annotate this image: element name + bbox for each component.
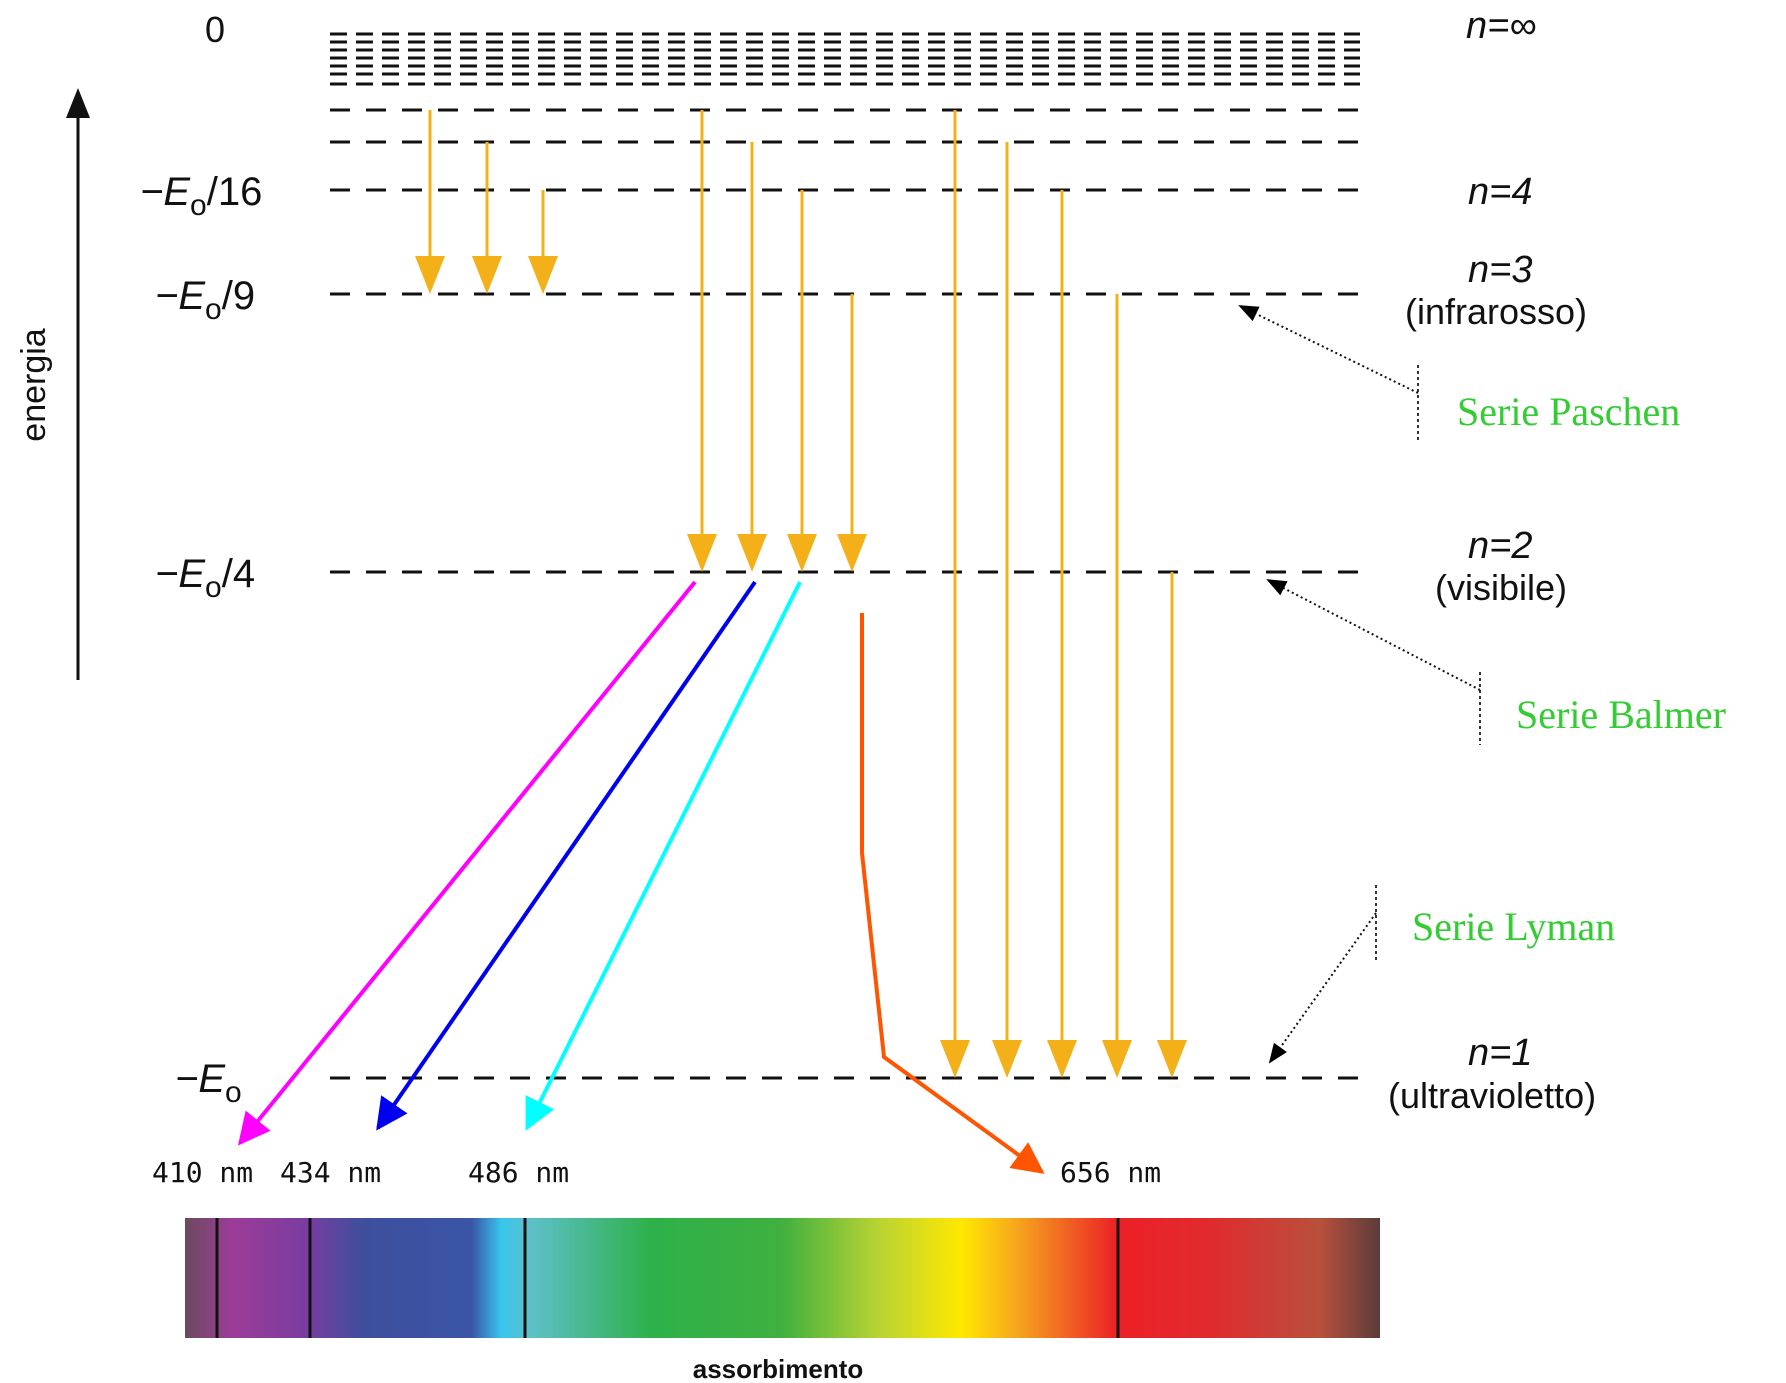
transition-arrow [992,142,1022,1078]
series-label-paschen: Serie Paschen [1457,389,1680,434]
transition-arrows [415,110,1187,1078]
n-label-n4: n=4 [1468,171,1532,213]
transition-arrow [1102,294,1132,1078]
energy-label-n1: −Eo [175,1057,242,1109]
series-label-lyman: Serie Lyman [1412,904,1615,949]
transition-arrow [687,110,717,572]
transition-arrow [1157,572,1187,1078]
n-label-n1: n=1 [1468,1032,1532,1074]
series-label-balmer: Serie Balmer [1516,692,1726,737]
emission-line-434 [376,580,757,1131]
region-label-n2: (visibile) [1435,567,1567,608]
wavelength-label-434: 434 nm [280,1156,381,1189]
spectrum-caption: assorbimento [693,1354,864,1383]
paschen-annotation [1238,305,1419,440]
transition-arrow [528,190,558,294]
wavelength-label-486: 486 nm [468,1156,569,1189]
transition-arrow [472,142,502,294]
n-label-n3: n=3 [1468,249,1532,291]
wavelength-label-410: 410 nm [152,1156,253,1189]
n-label-inf: n=∞ [1466,5,1536,47]
wavelength-label-656: 656 nm [1060,1156,1161,1189]
spectrum-bar [185,1218,1380,1338]
transition-arrow [415,110,445,294]
emission-line-656 [860,613,1045,1174]
continuum-levels [330,32,1360,86]
energy-label-n2: −Eo/4 [155,552,255,604]
emission-line-410 [237,580,697,1146]
energy-axis [66,88,90,680]
axis-label: energia [15,328,53,442]
energy-label-n4: −Eo/16 [140,170,262,222]
energy-label-inf: 0 [205,9,225,50]
n-label-n2: n=2 [1468,525,1532,567]
emission-line-486 [525,581,802,1131]
energy-label-n3: −Eo/9 [155,274,255,326]
region-label-n3: (infrarosso) [1405,291,1587,332]
level-line-inf [330,108,1360,144]
lyman-annotation [1268,885,1377,1064]
transition-arrow [837,294,867,572]
transition-arrow [1047,190,1077,1078]
balmer-annotation [1266,579,1481,745]
transition-arrow [737,142,767,572]
region-label-n1: (ultravioletto) [1388,1075,1596,1116]
transition-arrow [787,190,817,572]
transition-arrow [940,110,970,1078]
